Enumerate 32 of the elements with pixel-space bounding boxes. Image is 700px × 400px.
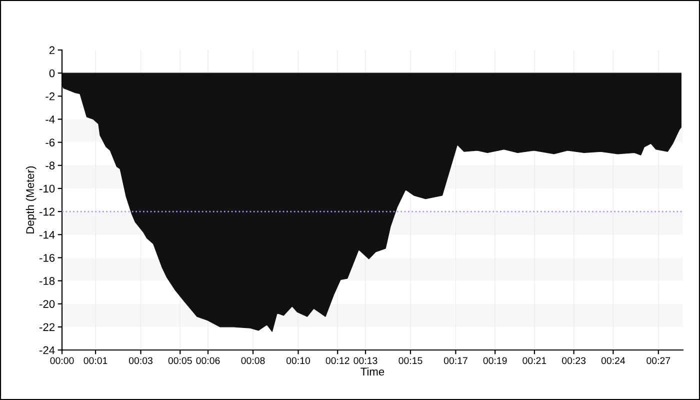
y-tick-label: -2 [46,92,55,100]
y-tick-label: -22 [40,323,55,331]
y-tick-label: -8 [46,162,55,170]
x-tick-label: 00:17 [444,357,468,364]
x-tick-label: 00:24 [601,357,626,364]
x-tick-label: 00:03 [128,357,152,364]
y-tick-label: 0 [49,69,55,78]
x-tick-label: 00:05 [168,357,192,364]
y-tick-label: -6 [46,138,55,146]
x-tick-label: 00:27 [646,357,670,364]
x-tick-label: 00:00 [50,357,74,364]
x-tick-label: 00:23 [562,357,586,364]
x-tick-label: 00:21 [522,357,546,364]
x-tick-label: 00:15 [398,357,422,364]
y-tick-label: -4 [46,116,55,124]
x-tick-label: 00:06 [196,357,220,364]
y-tick-label: -12 [40,208,55,216]
x-axis-title: Time [360,367,384,376]
y-tick-label: -24 [40,346,55,354]
y-tick-label: -18 [40,277,55,285]
x-tick-label: 00:12 [326,357,350,364]
y-tick-label: -10 [40,184,55,193]
x-tick-label: 00:13 [354,357,378,364]
y-tick-label: -14 [40,230,55,239]
x-tick-label: 00:10 [286,357,310,364]
x-tick-label: 00:19 [483,357,507,364]
y-tick-label: -16 [40,254,55,262]
x-tick-label: 00:08 [241,357,265,364]
y-tick-label: -20 [40,300,55,308]
y-tick-label: 2 [49,46,55,54]
y-axis-title: Depth (Meter) [26,166,36,234]
x-tick-label: 00:01 [84,357,108,364]
